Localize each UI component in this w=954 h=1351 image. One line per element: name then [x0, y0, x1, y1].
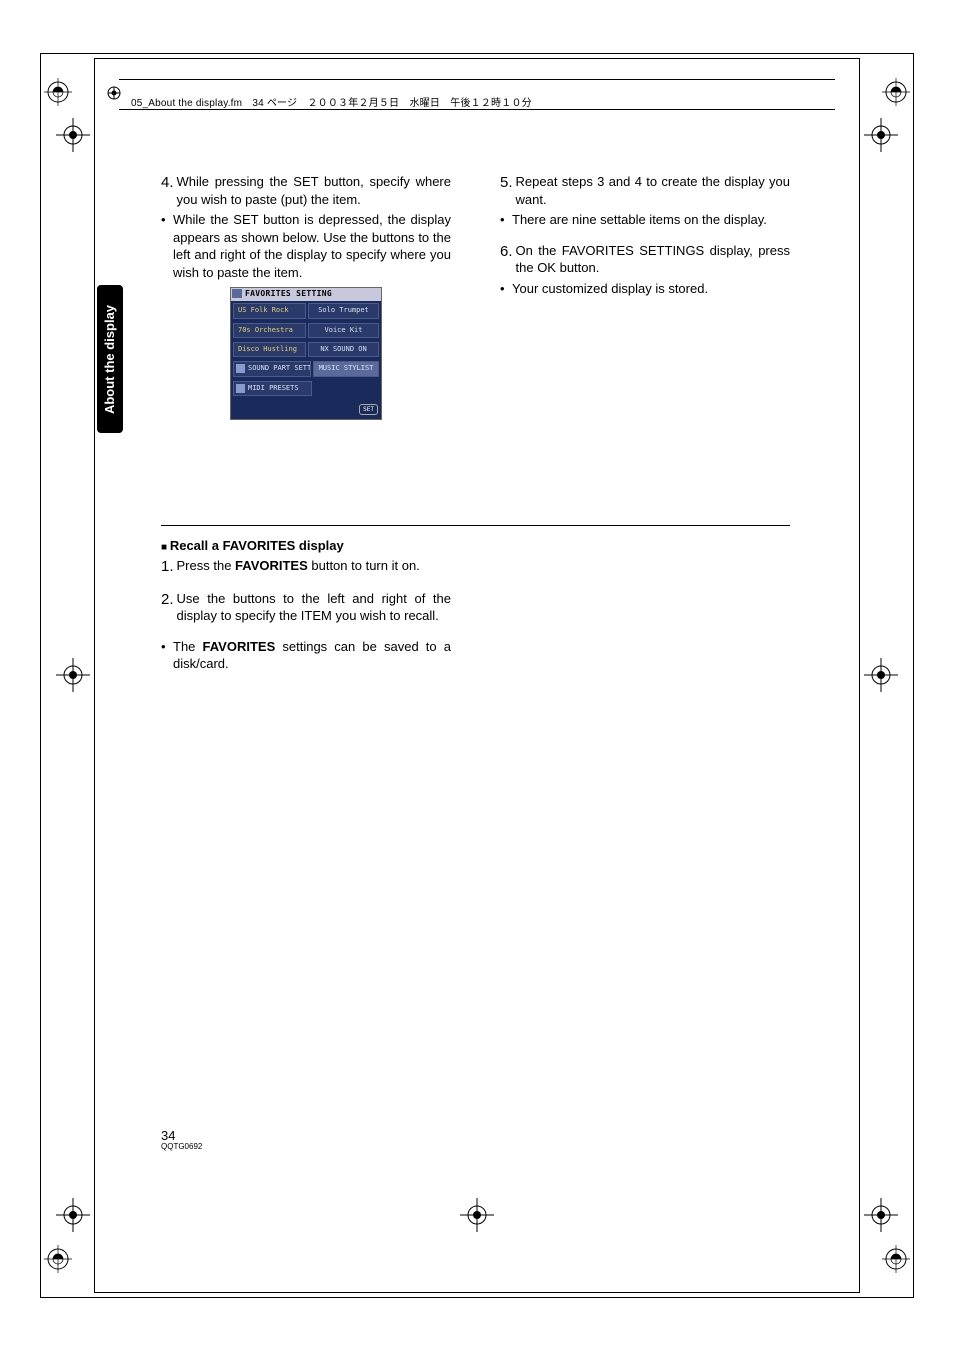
screen-cell: MIDI PRESETS — [233, 381, 312, 396]
screen-cell — [314, 381, 379, 396]
reg-inner-mr — [864, 658, 898, 692]
bullet-marker: • — [161, 211, 173, 281]
bullet-marker: • — [500, 280, 512, 298]
reg-corner-tl — [44, 78, 72, 106]
screen-cell: NX SOUND ON — [308, 342, 379, 357]
step-text: Repeat steps 3 and 4 to create the displ… — [516, 173, 790, 208]
screen-cell: US Folk Rock — [233, 303, 306, 318]
reg-corner-bl — [44, 1245, 72, 1273]
screen-cell: 70s Orchestra — [233, 323, 306, 338]
reg-inner-bl — [56, 1198, 90, 1232]
recall-step-2: 2. Use the buttons to the left and right… — [161, 590, 451, 625]
step-6: 6. On the FAVORITES SETTINGS display, pr… — [500, 242, 790, 277]
step-4: 4. While pressing the SET button, specif… — [161, 173, 451, 208]
bullet-item: • Your customized display is stored. — [500, 280, 790, 298]
screen-row: Disco HustlingNX SOUND ON — [231, 340, 381, 359]
section-tab-label: About the display — [103, 304, 118, 413]
step-text: Press the FAVORITES button to turn it on… — [177, 557, 420, 577]
bullet-marker: • — [500, 211, 512, 229]
screen-row: SOUND PART SETTINGMUSIC STYLIST — [231, 359, 381, 378]
reg-inner-tl — [56, 118, 90, 152]
favorites-screen: FAVORITES SETTING US Folk RockSolo Trump… — [230, 287, 382, 420]
step-5: 5. Repeat steps 3 and 4 to create the di… — [500, 173, 790, 208]
reg-inner-ml — [56, 658, 90, 692]
right-column: 5. Repeat steps 3 and 4 to create the di… — [500, 173, 790, 300]
screen-set-button: SET — [231, 398, 381, 419]
screen-cell: Disco Hustling — [233, 342, 306, 357]
screen-row: US Folk RockSolo Trumpet — [231, 301, 381, 320]
recall-section: Recall a FAVORITES display 1. Press the … — [161, 537, 451, 676]
header-top-rule — [119, 79, 835, 80]
step-number: 4. — [161, 173, 174, 208]
step-number: 6. — [500, 242, 513, 277]
step-number: 5. — [500, 173, 513, 208]
reg-corner-br — [882, 1245, 910, 1273]
step-text: Use the buttons to the left and right of… — [177, 590, 451, 625]
bullet-text: Your customized display is stored. — [512, 280, 708, 298]
bullet-item: • While the SET button is depressed, the… — [161, 211, 451, 281]
bullet-item: • The FAVORITES settings can be saved to… — [161, 638, 451, 673]
bullet-item: • There are nine settable items on the d… — [500, 211, 790, 229]
page-number: 34 — [161, 1128, 175, 1143]
header-bottom-rule — [119, 109, 835, 110]
reg-inner-tr — [864, 118, 898, 152]
screen-cell: Voice Kit — [308, 323, 379, 338]
step-text: While pressing the SET button, specify w… — [177, 173, 451, 208]
bullet-text: While the SET button is depressed, the d… — [173, 211, 451, 281]
reg-corner-tr — [882, 78, 910, 106]
reg-inner-mc — [460, 1198, 494, 1232]
reg-inner-br2 — [864, 1198, 898, 1232]
step-text: On the FAVORITES SETTINGS display, press… — [516, 242, 790, 277]
screen-row: 70s OrchestraVoice Kit — [231, 321, 381, 340]
bullet-marker: • — [161, 638, 173, 673]
header-dot-icon — [107, 86, 121, 100]
bullet-text: There are nine settable items on the dis… — [512, 211, 767, 229]
recall-step-1: 1. Press the FAVORITES button to turn it… — [161, 557, 451, 577]
page-footer: 34 QQTG0692 — [161, 1128, 202, 1151]
recall-heading: Recall a FAVORITES display — [161, 537, 451, 555]
left-column: 4. While pressing the SET button, specif… — [161, 173, 451, 420]
section-tab: About the display — [97, 285, 123, 433]
screen-row: MIDI PRESETS — [231, 379, 381, 398]
screen-cell: MUSIC STYLIST — [313, 361, 379, 376]
section-divider — [161, 525, 790, 526]
doc-code: QQTG0692 — [161, 1142, 202, 1151]
step-number: 1. — [161, 557, 174, 577]
running-head: 05_About the display.fm 34 ページ ２００３年２月５日… — [131, 94, 532, 109]
screen-cell: Solo Trumpet — [308, 303, 379, 318]
bullet-text: The FAVORITES settings can be saved to a… — [173, 638, 451, 673]
screen-cell: SOUND PART SETTING — [233, 361, 311, 376]
screen-title: FAVORITES SETTING — [231, 288, 381, 301]
step-number: 2. — [161, 590, 174, 625]
